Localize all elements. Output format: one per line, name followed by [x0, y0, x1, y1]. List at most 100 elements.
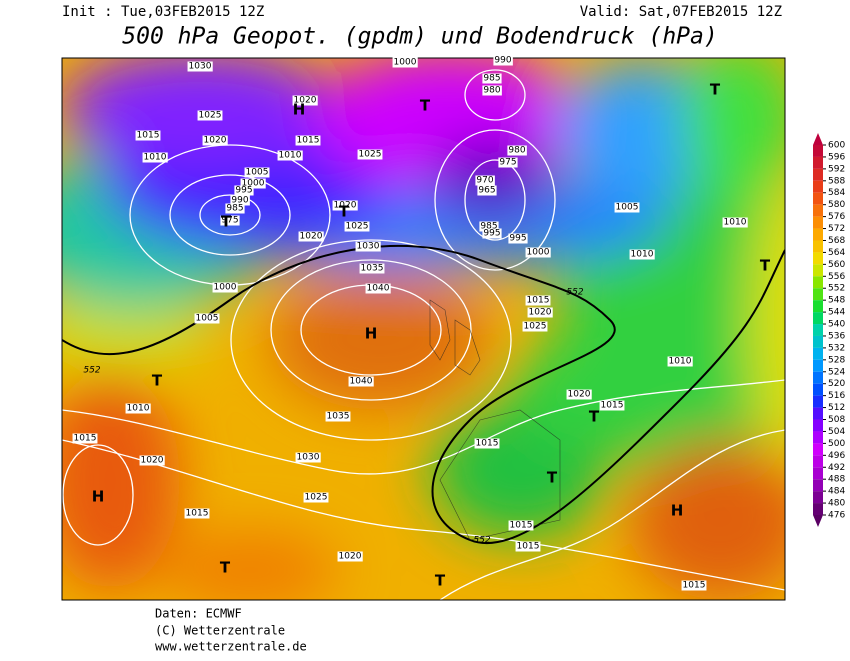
colorbar-label: 524	[828, 367, 845, 377]
isobar-label-bg	[197, 110, 223, 121]
contour-label: 552	[83, 366, 100, 376]
colorbar-label: 508	[828, 415, 845, 425]
isobar-label: 1010	[279, 151, 302, 161]
isobar-label: 985	[483, 74, 500, 84]
isobar-label: 975	[499, 158, 516, 168]
isobar-label: 1000	[394, 58, 417, 68]
isobar-label: 995	[483, 229, 500, 239]
pressure-center: T	[710, 81, 721, 99]
isobar-label: 1035	[327, 412, 350, 422]
colorbar-swatch	[813, 503, 823, 515]
isobar-label: 1030	[297, 453, 320, 463]
colorbar-label: 512	[828, 403, 845, 413]
isobar-label: 970	[476, 176, 493, 186]
colorbar-swatch	[813, 264, 823, 277]
colorbar-swatch	[813, 300, 823, 313]
isobar-label-bg	[344, 221, 370, 232]
colorbar-swatch	[813, 192, 823, 205]
isobar-label-bg	[202, 135, 228, 146]
colorbar-label: 544	[828, 308, 845, 318]
colorbar-label: 576	[828, 212, 845, 222]
colorbar-swatch	[813, 324, 823, 336]
isobar-label-bg	[298, 231, 324, 242]
isobar-label-bg	[220, 215, 240, 226]
pressure-center: T	[339, 203, 350, 221]
isobar-label-bg	[508, 233, 528, 244]
colorbar-label: 484	[828, 487, 845, 497]
colorbar-swatch	[813, 312, 823, 325]
isobar-label: 1020	[529, 308, 552, 318]
isobar-label: 1005	[616, 203, 639, 213]
isobar-label-bg	[295, 452, 321, 463]
colorbar-swatch	[813, 467, 823, 480]
isobar-label-bg	[212, 282, 238, 293]
isobar-label: 975	[221, 216, 238, 226]
isobar-label: 980	[508, 146, 525, 156]
isobar-label-bg	[477, 185, 497, 196]
colorbar-label: 560	[828, 260, 845, 270]
isobar-label-bg	[493, 55, 513, 66]
pressure-center: T	[760, 257, 771, 275]
colorbar-swatch	[813, 419, 823, 432]
pressure-center: T	[152, 372, 163, 390]
map-title: 500 hPa Geopot. (gpdm) und Bodendruck (h…	[122, 24, 717, 50]
colorbar-label: 480	[828, 499, 845, 509]
isobar-label: 1015	[601, 401, 624, 411]
isobar-label: 985	[480, 222, 497, 232]
isobar-label-bg	[629, 249, 655, 260]
colorbar-swatch	[813, 156, 823, 169]
isobar-label: 1020	[294, 96, 317, 106]
colorbar-label: 488	[828, 475, 845, 485]
isobar-label: 1020	[334, 201, 357, 211]
map-frame	[61, 57, 786, 601]
colorbar-swatch	[813, 395, 823, 408]
isobar-label-bg	[240, 178, 266, 189]
isobar-label: 990	[494, 56, 511, 66]
isobar-label: 1010	[127, 404, 150, 414]
isobar-label-bg	[184, 508, 210, 519]
isobar-label-bg	[292, 95, 318, 106]
map-field	[62, 58, 785, 600]
colorbar-label: 536	[828, 331, 845, 341]
isobar-label: 1040	[367, 284, 390, 294]
colorbar-swatch	[813, 276, 823, 289]
isobar-label-bg	[277, 150, 303, 161]
pressure-center: T	[420, 97, 431, 115]
isobar-label-bg	[475, 175, 495, 186]
isobar-label-bg	[230, 195, 250, 206]
isobar-label-bg	[482, 228, 502, 239]
colorbar-swatch	[813, 216, 823, 229]
pressure-center: T	[220, 559, 231, 577]
isobar-label: 1025	[305, 493, 328, 503]
isobar-label: 1015	[476, 439, 499, 449]
init-time: Init : Tue,03FEB2015 12Z	[62, 4, 264, 20]
footer-url: www.wetterzentrale.de	[155, 640, 307, 654]
pressure-center: T	[547, 469, 558, 487]
colorbar-swatch	[813, 288, 823, 301]
colorbar-label: 564	[828, 248, 845, 258]
isobar-label-bg	[614, 202, 640, 213]
isobar-label-bg	[72, 433, 98, 444]
isobar-label: 1015	[137, 131, 160, 141]
isobar-label-bg	[599, 400, 625, 411]
isobar-label-bg	[507, 145, 527, 156]
colorbar-label: 504	[828, 427, 845, 437]
colorbar-top-arrow	[813, 133, 823, 145]
isobar-label-bg	[244, 167, 270, 178]
colorbar-swatch	[813, 455, 823, 468]
isobar-label: 1000	[242, 179, 265, 189]
isobar-label-bg	[125, 403, 151, 414]
colorbar-swatch	[813, 383, 823, 396]
colorbar-swatch	[813, 443, 823, 456]
isobar-label-bg	[479, 221, 499, 232]
isobar-label: 1010	[631, 250, 654, 260]
colorbar-swatch	[813, 431, 823, 444]
isobar-label-bg	[295, 135, 321, 146]
colorbar-swatch	[813, 240, 823, 253]
isobar-label: 1015	[510, 521, 533, 531]
colorbar-label: 596	[828, 152, 845, 162]
isobar-label: 1025	[359, 150, 382, 160]
colorbar-label: 572	[828, 224, 845, 234]
isobar-label: 980	[483, 86, 500, 96]
isobar-label-bg	[337, 551, 363, 562]
